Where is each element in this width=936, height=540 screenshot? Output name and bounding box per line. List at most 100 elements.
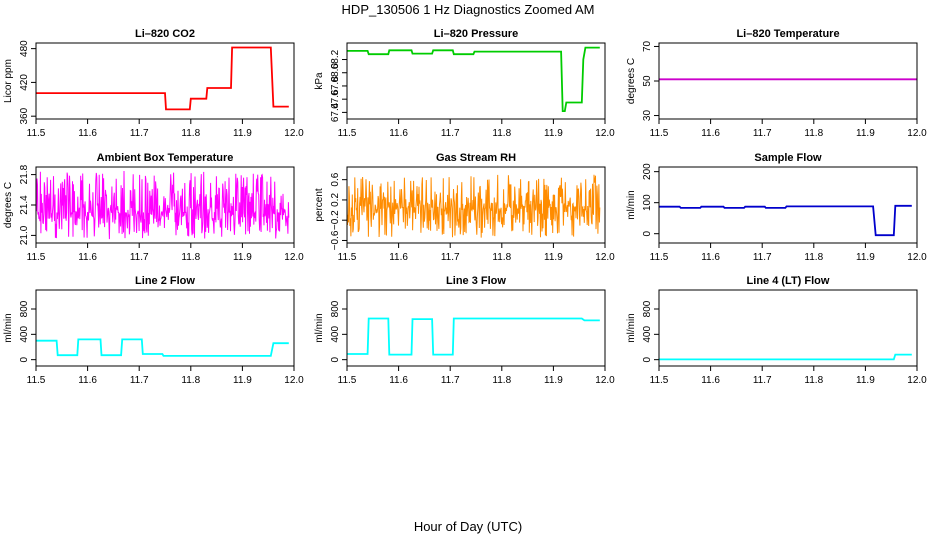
x-tick-label: 11.5 bbox=[338, 128, 357, 139]
x-tick-label: 11.8 bbox=[804, 375, 823, 386]
y-tick-label: 0.6 bbox=[330, 172, 341, 186]
x-tick-label: 11.8 bbox=[804, 128, 823, 139]
y-tick-label: 0 bbox=[642, 230, 653, 236]
x-tick-label: 11.7 bbox=[441, 252, 460, 263]
x-tick-label: 11.6 bbox=[78, 252, 97, 263]
plot-frame bbox=[658, 289, 918, 367]
x-tick-label: 11.5 bbox=[650, 252, 669, 263]
panel-title: Gas Stream RH bbox=[436, 152, 516, 164]
panel-9: Line 4 (LT) Flow ml/min 11.5 11.6 11.7 11.8 11… bbox=[626, 275, 927, 386]
x-tick-label: 11.5 bbox=[338, 252, 357, 263]
y-tick-label: 21.0 bbox=[19, 225, 30, 245]
y-tick-label: 70 bbox=[642, 40, 653, 52]
series-line bbox=[347, 46, 600, 112]
y-tick-label: −0.6 bbox=[330, 230, 341, 250]
x-tick-label: 11.7 bbox=[753, 375, 772, 386]
x-tick-label: 11.6 bbox=[701, 128, 720, 139]
y-tick-label: 0 bbox=[19, 356, 30, 362]
x-tick-label: 12.0 bbox=[595, 375, 615, 386]
x-tick-label: 11.9 bbox=[856, 375, 875, 386]
y-tick-label: 800 bbox=[330, 300, 341, 317]
panel-title: Line 4 (LT) Flow bbox=[747, 275, 830, 287]
plot-frame bbox=[658, 166, 918, 244]
x-tick-label: 11.5 bbox=[650, 375, 669, 386]
y-tick-label: 400 bbox=[642, 326, 653, 343]
y-tick-label: 21.4 bbox=[19, 195, 30, 215]
panel-title: Sample Flow bbox=[754, 152, 822, 164]
y-axis-label: ml/min bbox=[3, 313, 14, 342]
y-tick-label: 30 bbox=[642, 110, 653, 122]
panel-title: Line 2 Flow bbox=[135, 275, 195, 287]
panel-2: Li–820 Pressure kPa 11.5 11.6 11.7 11.8 11.9 12… bbox=[314, 28, 615, 139]
x-tick-label: 11.5 bbox=[27, 128, 46, 139]
x-tick-label: 12.0 bbox=[907, 128, 927, 139]
x-tick-label: 12.0 bbox=[595, 252, 615, 263]
x-tick-label: 12.0 bbox=[284, 252, 304, 263]
x-tick-label: 11.9 bbox=[544, 252, 563, 263]
y-axis-label: percent bbox=[314, 188, 325, 222]
y-tick-label: 68.2 bbox=[330, 49, 341, 69]
x-tick-label: 12.0 bbox=[907, 252, 927, 263]
x-tick-label: 11.8 bbox=[181, 252, 200, 263]
x-tick-label: 11.6 bbox=[78, 128, 97, 139]
y-tick-label: 0.2 bbox=[330, 193, 341, 207]
series-line bbox=[659, 353, 912, 361]
x-tick-label: 11.6 bbox=[78, 375, 97, 386]
x-tick-label: 11.6 bbox=[389, 252, 408, 263]
x-tick-label: 11.6 bbox=[701, 252, 720, 263]
panel-title: Li–820 Pressure bbox=[434, 28, 518, 40]
y-tick-label: 360 bbox=[19, 107, 30, 124]
series-line bbox=[659, 204, 912, 237]
panel-6: Sample Flow ml/min 11.5 11.6 11.7 11.8 11.9 12.… bbox=[626, 152, 927, 263]
x-tick-label: 11.9 bbox=[544, 375, 563, 386]
y-axis-label: degrees C bbox=[626, 58, 637, 104]
series-line bbox=[347, 174, 601, 238]
x-tick-label: 11.9 bbox=[233, 128, 252, 139]
x-tick-label: 12.0 bbox=[284, 375, 304, 386]
y-tick-label: 21.8 bbox=[19, 164, 30, 184]
x-tick-label: 11.9 bbox=[233, 252, 252, 263]
y-axis-label: Licor ppm bbox=[3, 59, 14, 103]
figure-title: HDP_130506 1 Hz Diagnostics Zoomed AM bbox=[342, 2, 595, 17]
series-line bbox=[36, 170, 290, 240]
series-line bbox=[347, 317, 600, 356]
x-tick-label: 11.8 bbox=[492, 375, 511, 386]
x-tick-label: 11.8 bbox=[181, 375, 200, 386]
x-tick-label: 12.0 bbox=[907, 375, 927, 386]
y-tick-label: 100 bbox=[642, 194, 653, 211]
plot-frame bbox=[346, 42, 606, 120]
panel-8: Line 3 Flow ml/min 11.5 11.6 11.7 11.8 11.9 12.… bbox=[314, 275, 615, 386]
x-tick-label: 11.7 bbox=[441, 128, 460, 139]
y-tick-label: 67.6 bbox=[330, 89, 341, 109]
x-tick-label: 11.7 bbox=[753, 128, 772, 139]
y-tick-label: 400 bbox=[19, 326, 30, 343]
panel-3: Li–820 Temperature degrees C 11.5 11.6 11.7 1… bbox=[626, 28, 927, 139]
x-tick-label: 11.9 bbox=[233, 375, 252, 386]
x-tick-label: 11.5 bbox=[338, 375, 357, 386]
panel-5: Gas Stream RH percent 11.5 11.6 11.7 11.8 11.9… bbox=[314, 152, 615, 263]
panel-title: Li–820 Temperature bbox=[736, 28, 839, 40]
y-axis-label: ml/min bbox=[626, 313, 637, 342]
figure-x-axis-label: Hour of Day (UTC) bbox=[414, 519, 522, 534]
x-tick-label: 11.6 bbox=[389, 375, 408, 386]
y-tick-label: 0 bbox=[642, 356, 653, 362]
y-axis-label: ml/min bbox=[314, 313, 325, 342]
x-tick-label: 11.8 bbox=[492, 252, 511, 263]
x-tick-label: 11.7 bbox=[130, 252, 149, 263]
plot-frame bbox=[35, 289, 295, 367]
x-tick-label: 11.8 bbox=[181, 128, 200, 139]
x-tick-label: 11.7 bbox=[753, 252, 772, 263]
x-tick-label: 11.7 bbox=[130, 375, 149, 386]
x-tick-label: 11.7 bbox=[130, 128, 149, 139]
plot-frame bbox=[346, 166, 606, 244]
x-tick-label: 11.6 bbox=[701, 375, 720, 386]
panel-1: Li–820 CO2 Licor ppm 11.5 11.6 11.7 11.8 11.9 1… bbox=[3, 28, 304, 139]
panel-grid: Li–820 CO2 Licor ppm 11.5 11.6 11.7 11.8 11.9 1… bbox=[3, 28, 927, 386]
x-tick-label: 11.9 bbox=[856, 252, 875, 263]
x-tick-label: 11.5 bbox=[650, 128, 669, 139]
x-tick-label: 11.6 bbox=[389, 128, 408, 139]
y-axis-label: ml/min bbox=[626, 190, 637, 219]
panel-4: Ambient Box Temperature degrees C 11.5 11.6… bbox=[3, 152, 304, 263]
y-axis-label: kPa bbox=[314, 72, 325, 90]
